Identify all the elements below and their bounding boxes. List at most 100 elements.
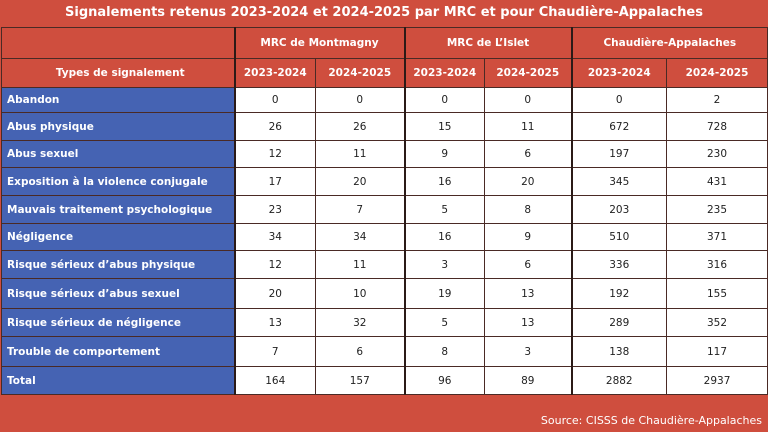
- table-cell: 9: [483, 223, 573, 251]
- row-label: Trouble de comportement: [1, 336, 235, 367]
- table-row: Abus sexuel 12 11 9 6 197 230: [1, 140, 768, 168]
- table-cell: 13: [233, 308, 316, 337]
- table-cell: 11: [315, 250, 405, 279]
- row-label: Mauvais traitement psychologique: [1, 195, 235, 224]
- corner-cell: [1, 27, 235, 59]
- year-header: 2023-2024: [570, 58, 668, 88]
- table-row: Risque sérieux de négligence 13 32 5 13 289 35…: [1, 308, 768, 337]
- year-header: 2023-2024: [403, 58, 485, 88]
- table-cell: 431: [666, 167, 768, 196]
- table-cell: 2: [666, 87, 768, 113]
- table-cell: 8: [403, 336, 485, 367]
- table-cell: 510: [570, 223, 668, 251]
- table-cell: 96: [403, 366, 485, 395]
- table-cell: 5: [403, 195, 485, 224]
- table-cell: 20: [483, 167, 573, 196]
- table-cell: 15: [403, 112, 485, 141]
- table-cell: 6: [483, 140, 573, 168]
- table-row: Négligence 34 34 16 9 510 371: [1, 223, 768, 251]
- table-cell: 11: [315, 140, 405, 168]
- table-cell: 235: [666, 195, 768, 224]
- table-cell: 11: [483, 112, 573, 141]
- table-row: Mauvais traitement psychologique 23 7 5 8 203…: [1, 195, 768, 224]
- table-row: Total 164 157 96 89 2882 2937: [1, 366, 768, 395]
- table-cell: 10: [315, 278, 405, 309]
- table-row: Risque sérieux d’abus physique 12 11 3 6 336 3…: [1, 250, 768, 279]
- table-cell: 20: [233, 278, 316, 309]
- table-row: Risque sérieux d’abus sexuel 20 10 19 13 192 1…: [1, 278, 768, 309]
- table-cell: 89: [483, 366, 573, 395]
- table-cell: 16: [403, 167, 485, 196]
- table-cell: 32: [315, 308, 405, 337]
- row-label: Abus physique: [1, 112, 235, 141]
- table-row: Exposition à la violence conjugale 17 20 16…: [1, 167, 768, 196]
- table-cell: 164: [233, 366, 316, 395]
- table-cell: 8: [483, 195, 573, 224]
- table-cell: 19: [403, 278, 485, 309]
- data-table: MRC de Montmagny MRC de L’Islet Chaudièr…: [1, 27, 768, 395]
- table-cell: 5: [403, 308, 485, 337]
- table-cell: 289: [570, 308, 668, 337]
- table-cell: 138: [570, 336, 668, 367]
- table-cell: 155: [666, 278, 768, 309]
- table-cell: 13: [483, 308, 573, 337]
- table-cell: 203: [570, 195, 668, 224]
- table-cell: 316: [666, 250, 768, 279]
- table-cell: 7: [233, 336, 316, 367]
- table-cell: 3: [403, 250, 485, 279]
- table-cell: 0: [403, 87, 485, 113]
- table-row: Abandon 0 0 0 0 0 2: [1, 87, 768, 113]
- row-label: Risque sérieux d’abus physique: [1, 250, 235, 279]
- table-cell: 117: [666, 336, 768, 367]
- table-cell: 157: [315, 366, 405, 395]
- table-cell: 336: [570, 250, 668, 279]
- table-title: Signalements retenus 2023-2024 et 2024-2…: [65, 5, 703, 20]
- source-note: Source: CISSS de Chaudière-Appalaches: [540, 414, 762, 427]
- table-cell: 0: [570, 87, 668, 113]
- table-cell: 26: [233, 112, 316, 141]
- group-header-lislet: MRC de L’Islet: [403, 27, 573, 59]
- table-cell: 2882: [570, 366, 668, 395]
- table-cell: 17: [233, 167, 316, 196]
- row-label: Risque sérieux de négligence: [1, 308, 235, 337]
- year-header: 2023-2024: [233, 58, 316, 88]
- year-header: 2024-2025: [483, 58, 573, 88]
- table-cell: 7: [315, 195, 405, 224]
- table-cell: 34: [233, 223, 316, 251]
- table-cell: 12: [233, 140, 316, 168]
- table-cell: 352: [666, 308, 768, 337]
- row-label: Négligence: [1, 223, 235, 251]
- year-header: 2024-2025: [666, 58, 768, 88]
- table-cell: 192: [570, 278, 668, 309]
- table-cell: 0: [315, 87, 405, 113]
- year-header: 2024-2025: [315, 58, 405, 88]
- table-body: Abandon 0 0 0 0 0 2 Abus physique 26 26 15 11 672 728…: [1, 87, 768, 395]
- table-cell: 0: [233, 87, 316, 113]
- table-cell: 371: [666, 223, 768, 251]
- row-label: Total: [1, 366, 235, 395]
- table-cell: 230: [666, 140, 768, 168]
- table-cell: 26: [315, 112, 405, 141]
- table-row: Abus physique 26 26 15 11 672 728: [1, 112, 768, 141]
- group-header-montmagny: MRC de Montmagny: [233, 27, 405, 59]
- table-cell: 9: [403, 140, 485, 168]
- row-label: Abus sexuel: [1, 140, 235, 168]
- table-cell: 23: [233, 195, 316, 224]
- table-cell: 6: [315, 336, 405, 367]
- table-cell: 2937: [666, 366, 768, 395]
- table-cell: 12: [233, 250, 316, 279]
- group-header-chaudiere: Chaudière-Appalaches: [570, 27, 768, 59]
- row-label: Abandon: [1, 87, 235, 113]
- table-cell: 34: [315, 223, 405, 251]
- table-cell: 345: [570, 167, 668, 196]
- row-label: Exposition à la violence conjugale: [1, 167, 235, 196]
- table-cell: 20: [315, 167, 405, 196]
- table-cell: 672: [570, 112, 668, 141]
- table-cell: 728: [666, 112, 768, 141]
- table-cell: 6: [483, 250, 573, 279]
- table-cell: 13: [483, 278, 573, 309]
- table-cell: 0: [483, 87, 573, 113]
- table-cell: 16: [403, 223, 485, 251]
- row-label: Risque sérieux d’abus sexuel: [1, 278, 235, 309]
- table-cell: 3: [483, 336, 573, 367]
